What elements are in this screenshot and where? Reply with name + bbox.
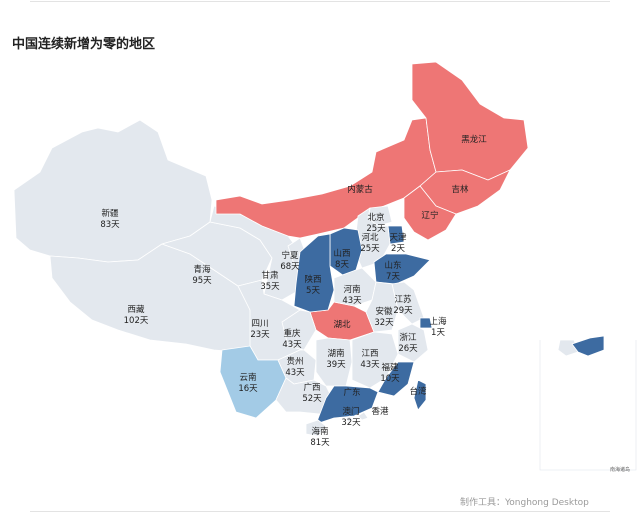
region-辽宁[interactable] (403, 185, 457, 241)
region-label-山西: 山西 8天 (333, 248, 350, 270)
region-label-海南: 海南 81天 (310, 426, 330, 448)
region-label-澳门: 澳门 32天 (341, 406, 361, 428)
region-label-浙江: 浙江 26天 (398, 332, 418, 354)
region-广东[interactable] (315, 385, 379, 425)
region-label-香港: 香港 (371, 406, 389, 417)
region-label-江西: 江西 43天 (360, 349, 380, 370)
region-澳门[interactable] (345, 415, 353, 423)
region-label-辽宁: 辽宁 (421, 210, 438, 221)
region-label-江苏: 江苏 29天 (393, 294, 413, 316)
region-label-河南: 河南 43天 (342, 284, 362, 306)
region-label-黑龙江: 黑龙江 (461, 134, 487, 145)
inset-island (571, 335, 605, 357)
region-label-广东: 广东 (343, 387, 360, 398)
region-台湾[interactable] (413, 379, 427, 411)
region-label-湖北: 湖北 (333, 320, 351, 330)
region-label-台湾: 台湾 (409, 386, 427, 397)
region-陕西[interactable] (293, 233, 335, 313)
region-label-甘肃: 甘肃 35天 (260, 270, 280, 292)
region-label-吉林: 吉林 (451, 184, 469, 195)
region-label-贵州: 贵州 43天 (285, 356, 305, 378)
region-label-四川: 四川 23天 (250, 319, 270, 340)
bottom-divider (30, 511, 610, 512)
region-label-河北: 河北 25天 (360, 232, 380, 254)
region-江西[interactable] (351, 331, 399, 389)
region-山西[interactable] (329, 227, 363, 277)
region-label-广西: 广西 52天 (302, 382, 322, 404)
region-浙江[interactable] (397, 323, 429, 363)
region-上海[interactable] (419, 317, 433, 329)
region-label-上海: 上海 1天 (429, 316, 447, 338)
region-label-内蒙古: 内蒙古 (347, 184, 373, 195)
region-香港[interactable] (357, 411, 369, 421)
region-label-重庆: 重庆 43天 (282, 328, 302, 350)
footer-credit: 制作工具：Yonghong Desktop (460, 498, 589, 508)
region-label-福建: 福建 10天 (380, 362, 400, 384)
region-label-湖南: 湖南 39天 (326, 348, 346, 370)
region-label-山东: 山东 7天 (384, 260, 401, 282)
region-山东[interactable] (373, 253, 431, 285)
top-divider (30, 1, 610, 2)
region-label-云南: 云南 16天 (238, 372, 258, 394)
region-湖南[interactable] (315, 337, 353, 387)
region-label-陕西: 陕西 5天 (304, 274, 321, 296)
region-重庆[interactable] (281, 309, 317, 351)
south-china-sea-inset-label: 南海诸岛 (610, 467, 631, 473)
inset-frame (539, 340, 637, 471)
region-label-天津: 天津 2天 (389, 232, 407, 254)
region-安徽[interactable] (365, 281, 399, 333)
region-label-西藏: 西藏 102天 (124, 304, 149, 326)
region-label-宁夏: 宁夏 68天 (280, 250, 300, 272)
region-label-北京: 北京 25天 (366, 212, 386, 234)
region-海南[interactable] (305, 419, 327, 437)
region-label-青海: 青海 95天 (192, 264, 212, 286)
region-label-新疆: 新疆 83天 (100, 208, 120, 230)
page-title: 中国连续新增为零的地区 (12, 37, 156, 52)
region-label-安徽: 安徽 32天 (374, 306, 394, 328)
